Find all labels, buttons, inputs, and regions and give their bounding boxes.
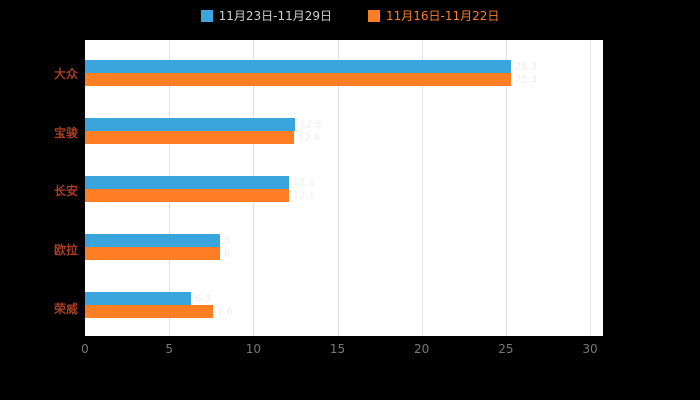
y-axis-labels: 大众宝骏长安欧拉荣威	[0, 44, 78, 338]
plot-area: 25.3 25.3 12.5 12.4 12.1 12.1 8 8 6.3 7.6	[85, 40, 603, 336]
bar: 6.3	[85, 292, 211, 305]
x-tick-label: 20	[414, 342, 430, 356]
legend-label-week2: 11月23日-11月29日	[218, 9, 332, 23]
legend-label-week1: 11月16日-11月22日	[386, 9, 500, 23]
value-label: 8	[223, 248, 231, 259]
x-tick-label: 0	[81, 342, 89, 356]
value-label: 12.4	[297, 132, 320, 143]
gridline	[421, 40, 423, 336]
value-label: 25.3	[514, 61, 538, 72]
value-label: 12.1	[292, 177, 315, 188]
category-row: 6.3 7.6	[85, 276, 603, 334]
bar: 25.3	[85, 73, 537, 86]
legend-marker-week1-icon	[368, 9, 380, 22]
bar: 8	[85, 234, 230, 247]
bar: 12.1	[85, 176, 315, 189]
category-row: 25.3 25.3	[85, 44, 603, 102]
gridline	[337, 40, 339, 336]
category-label: 欧拉	[53, 243, 78, 258]
gridline	[505, 40, 507, 336]
x-tick-label: 5	[165, 342, 173, 356]
x-axis-labels: 0 5 10 15 20 25 30	[81, 342, 603, 358]
legend-item-week2[interactable]: 11月23日-11月29日	[200, 7, 332, 24]
category-row: 12.1 12.1	[85, 160, 603, 218]
chart-legend: 11月23日-11月29日 11月16日-11月22日	[0, 7, 700, 24]
category-label: 大众	[53, 66, 78, 81]
bar: 12.5	[85, 118, 322, 131]
legend-item-week1[interactable]: 11月16日-11月22日	[368, 7, 499, 24]
value-label: 12.5	[299, 119, 322, 130]
x-tick-label: 10	[245, 342, 261, 356]
value-label: 7.6	[216, 306, 233, 317]
bar: 12.4	[85, 131, 320, 144]
category-label: 长安	[53, 184, 78, 199]
x-tick-label: 30	[582, 342, 598, 356]
value-label: 12.1	[292, 190, 315, 201]
bar: 7.6	[85, 305, 233, 318]
value-label: 6.3	[195, 293, 211, 304]
legend-marker-week2-icon	[200, 9, 213, 22]
category-label: 宝骏	[53, 125, 78, 140]
x-tick-label: 25	[498, 342, 514, 356]
bar-rows: 25.3 25.3 12.5 12.4 12.1 12.1 8 8 6.3 7.6	[85, 44, 603, 334]
gridline	[590, 40, 591, 336]
bar: 8	[85, 247, 230, 260]
bar: 25.3	[85, 60, 537, 73]
x-tick-label: 15	[329, 342, 346, 356]
category-label: 荣威	[53, 302, 78, 317]
bar: 12.1	[85, 189, 315, 202]
value-label: 25.3	[514, 74, 538, 85]
value-label: 8	[223, 235, 231, 246]
category-row: 12.5 12.4	[85, 102, 603, 160]
